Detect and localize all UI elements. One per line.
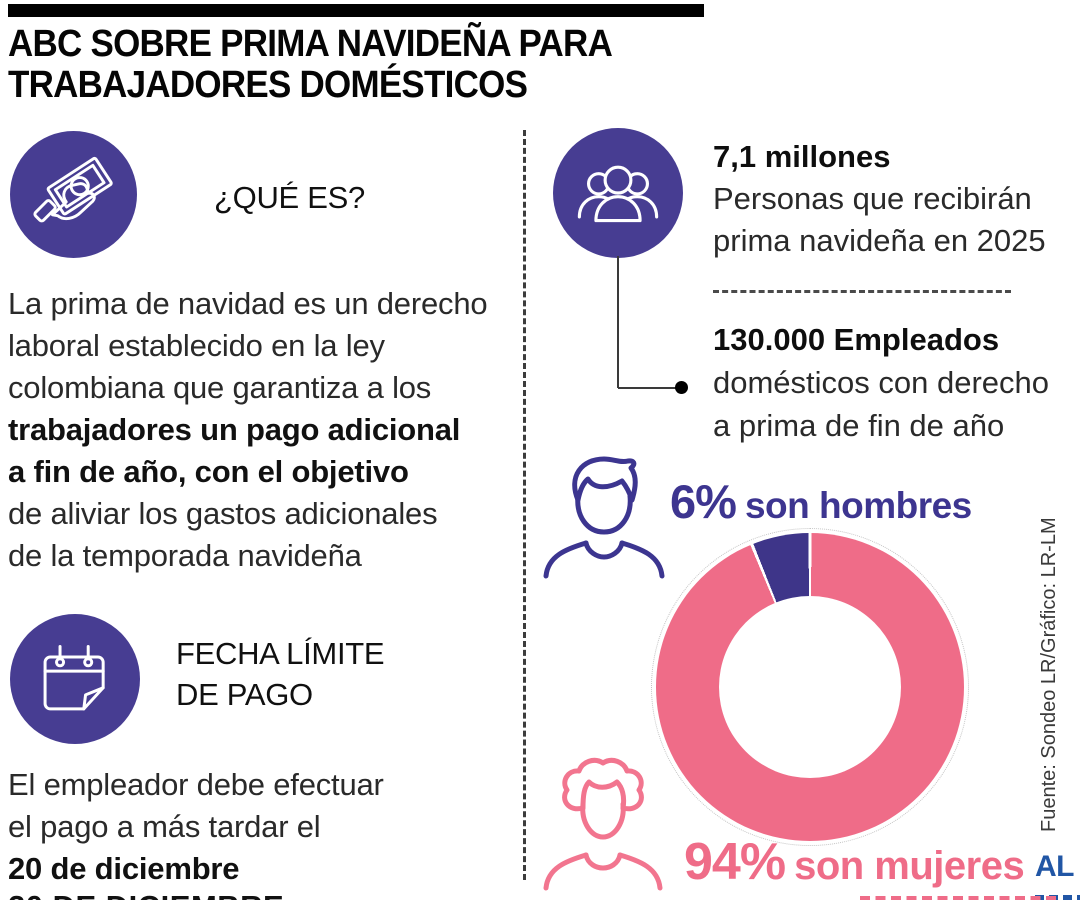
stat-millions: 7,1 millones Personas que recibirán prim… <box>713 136 1046 262</box>
men-label-text: son hombres <box>744 485 972 526</box>
source-credit: Fuente: Sondeo LR/Gráfico: LR-LM <box>1038 517 1060 832</box>
stat-value: 130.000 Empleados <box>713 322 1000 357</box>
paragraph-line: colombiana que garantiza a los <box>8 370 432 405</box>
paragraph-line: laboral establecido en la ley <box>8 328 385 363</box>
what-is-heading: ¿QUÉ ES? <box>214 180 365 215</box>
stat-desc-line: prima navideña en 2025 <box>713 223 1046 258</box>
women-share-label: 94% son mujeres <box>684 832 1025 892</box>
women-percentage: 94% <box>684 833 786 891</box>
people-icon <box>572 147 664 239</box>
paragraph-line: de la temporada navideña <box>8 538 362 573</box>
brand-logo-cutoff-fragment <box>1035 895 1080 900</box>
deadline-circle-badge <box>10 614 140 744</box>
paragraph-line: La prima de navidad es un derecho <box>8 286 488 321</box>
paragraph-line: de aliviar los gastos adicionales <box>8 496 438 531</box>
horizontal-dashed-separator <box>713 290 1011 293</box>
paragraph-line-bold: trabajadores un pago adicional <box>8 412 461 447</box>
man-icon <box>540 450 668 582</box>
hand-money-icon <box>31 152 117 238</box>
deadline-cutoff-line: 20 DE DICIEMBRE <box>8 889 284 900</box>
stat-value: 7,1 millones <box>713 139 891 174</box>
stat-desc-line: Personas que recibirán <box>713 181 1032 216</box>
men-share-label: 6% son hombres <box>670 474 972 529</box>
connector-line-vertical <box>617 256 619 388</box>
paragraph-line-bold: a fin de año, con el objetivo <box>8 454 409 489</box>
donut-hole <box>719 596 901 778</box>
stat-desc-line: domésticos con derecho <box>713 365 1050 400</box>
page-title: ABC SOBRE PRIMA NAVIDEÑA PARA TRABAJADOR… <box>8 23 613 106</box>
pink-dashed-line-cutoff <box>860 896 1056 900</box>
people-circle-badge <box>553 128 683 258</box>
gender-donut-chart <box>651 528 969 846</box>
stat-domestic-workers: 130.000 Empleados domésticos con derecho… <box>713 318 1049 447</box>
top-rule-bar <box>8 4 704 17</box>
what-is-circle-badge <box>10 131 137 258</box>
paragraph-line: El empleador debe efectuar <box>8 767 384 802</box>
connector-dot <box>675 381 688 394</box>
connector-line-horizontal <box>618 387 676 389</box>
paragraph-line-bold: 20 de diciembre <box>8 851 240 886</box>
stat-desc-line: a prima de fin de año <box>713 408 1005 443</box>
calendar-icon <box>31 635 119 723</box>
brand-logo: AL <box>1035 850 1075 883</box>
women-label-text: son mujeres <box>794 844 1025 888</box>
what-is-paragraph: La prima de navidad es un derecho labora… <box>8 283 488 577</box>
paragraph-line: el pago a más tardar el <box>8 809 321 844</box>
woman-icon <box>538 754 668 894</box>
men-percentage: 6% <box>670 475 737 528</box>
deadline-paragraph: El empleador debe efectuar el pago a más… <box>8 764 384 890</box>
donut-outer-dotted-ring <box>651 528 969 846</box>
vertical-dashed-divider <box>523 130 526 880</box>
deadline-heading: FECHA LÍMITE DE PAGO <box>176 636 385 712</box>
